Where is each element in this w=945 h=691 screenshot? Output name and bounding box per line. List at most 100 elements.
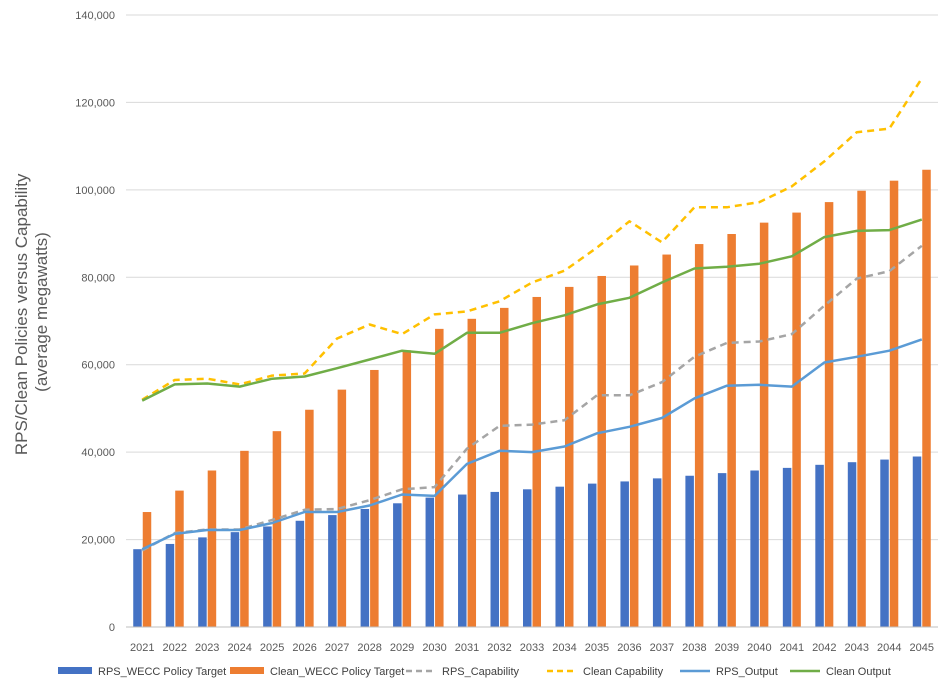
- bar-clean-policy-target: [142, 512, 152, 627]
- x-tick-label: 2021: [130, 642, 154, 654]
- bar-rps-policy-target: [652, 478, 662, 627]
- bar-clean-policy-target: [629, 265, 639, 627]
- series-line-clean-output: [141, 218, 923, 402]
- x-tick-label: 2045: [910, 642, 934, 654]
- bar-rps-policy-target: [425, 497, 435, 627]
- y-tick-label: 60,000: [81, 360, 115, 372]
- bar-clean-policy-target: [922, 169, 931, 627]
- bar-clean-policy-target: [824, 202, 834, 627]
- bar-rps-policy-target: [490, 491, 500, 627]
- x-tick-label: 2035: [585, 642, 609, 654]
- bar-clean-policy-target: [727, 234, 736, 627]
- bar-clean-policy-target: [662, 254, 671, 627]
- bar-rps-policy-target: [847, 462, 857, 627]
- x-tick-label: 2025: [260, 642, 284, 654]
- bar-rps-policy-target: [717, 473, 727, 627]
- bar-clean-policy-target: [305, 409, 314, 627]
- bar-clean-policy-target: [207, 470, 217, 627]
- legend-item: RPS_WECC Policy Target: [58, 666, 226, 678]
- y-axis-tick-labels: 0 20,000 40,000 60,000 80,000 100,000 120,000 1…: [75, 10, 115, 634]
- bar-clean-policy-target: [792, 212, 801, 628]
- x-tick-label: 2039: [715, 642, 739, 654]
- legend-item: RPS_Output: [680, 666, 778, 678]
- bar-clean-policy-target: [597, 275, 606, 627]
- y-tick-label: 80,000: [81, 272, 115, 284]
- bar-rps-policy-target: [620, 481, 629, 627]
- y-tick-label: 40,000: [81, 447, 115, 459]
- x-tick-label: 2031: [455, 642, 479, 654]
- x-tick-label: 2022: [162, 642, 186, 654]
- series-lines: [141, 77, 923, 552]
- bar-clean-policy-target: [759, 222, 769, 627]
- y-axis-label-line2: (average megawatts): [32, 232, 51, 392]
- y-tick-label: 120,000: [75, 97, 115, 109]
- y-tick-label: 140,000: [75, 10, 115, 22]
- y-axis-label: RPS/Clean Policies versus Capability (av…: [12, 169, 51, 455]
- x-tick-label: 2034: [552, 642, 576, 654]
- bar-rps-policy-target: [750, 470, 759, 627]
- y-axis-label-line1: RPS/Clean Policies versus Capability: [12, 173, 31, 455]
- bar-clean-policy-target: [467, 318, 477, 627]
- x-tick-label: 2036: [617, 642, 641, 654]
- bar-rps-policy-target: [328, 515, 337, 627]
- x-tick-label: 2024: [227, 642, 251, 654]
- x-tick-label: 2042: [812, 642, 836, 654]
- x-tick-label: 2044: [877, 642, 901, 654]
- bar-clean-policy-target: [889, 180, 899, 628]
- bar-rps-policy-target: [587, 483, 597, 627]
- y-tick-label: 0: [109, 622, 115, 634]
- legend-label: RPS_Capability: [442, 666, 520, 678]
- x-tick-label: 2026: [292, 642, 316, 654]
- legend-item: RPS_Capability: [406, 666, 520, 678]
- x-tick-label: 2038: [682, 642, 706, 654]
- bar-rps-policy-target: [523, 489, 532, 627]
- x-axis-tick-labels: 2021 2022 2023 2024 2025 2026 2027 2028 2029 2030…: [130, 642, 934, 654]
- bar-clean-policy-target: [564, 286, 574, 627]
- bar-rps-policy-target: [263, 526, 272, 627]
- bar-rps-policy-target: [782, 467, 792, 627]
- series-line-rps-output: [141, 338, 923, 551]
- x-tick-label: 2043: [845, 642, 869, 654]
- bar-clean-policy-target: [500, 307, 509, 627]
- bar-clean-policy-target: [402, 350, 412, 627]
- bar-rps-policy-target: [685, 475, 694, 627]
- legend-label: RPS_WECC Policy Target: [98, 666, 226, 678]
- bar-rps-policy-target: [360, 508, 370, 627]
- bars: [133, 169, 931, 628]
- bar-rps-policy-target: [393, 503, 402, 627]
- x-tick-label: 2028: [357, 642, 381, 654]
- x-tick-label: 2030: [422, 642, 446, 654]
- bar-clean-policy-target: [857, 190, 866, 627]
- bar-rps-policy-target: [458, 494, 467, 627]
- bar-clean-policy-target: [175, 490, 184, 627]
- bar-rps-policy-target: [230, 532, 240, 627]
- y-tick-label: 20,000: [81, 535, 115, 547]
- x-tick-label: 2023: [195, 642, 219, 654]
- x-tick-label: 2027: [325, 642, 349, 654]
- bar-rps-policy-target: [133, 549, 142, 627]
- legend-label: Clean_WECC Policy Target: [270, 666, 404, 678]
- bar-rps-policy-target: [198, 537, 207, 627]
- legend-item: Clean Capability: [547, 666, 664, 678]
- bar-rps-policy-target: [165, 543, 175, 627]
- bar-rps-policy-target: [295, 520, 305, 627]
- legend-item: Clean_WECC Policy Target: [230, 666, 404, 678]
- legend-item: Clean Output: [790, 666, 891, 678]
- legend: RPS_WECC Policy Target Clean_WECC Policy …: [58, 666, 891, 678]
- series-line-rps-capability: [141, 244, 923, 552]
- x-tick-label: 2029: [390, 642, 414, 654]
- bar-clean-policy-target: [435, 328, 444, 627]
- gridlines: [126, 14, 938, 541]
- y-tick-label: 100,000: [75, 185, 115, 197]
- bar-rps-policy-target: [880, 459, 889, 627]
- legend-label: Clean Output: [826, 666, 891, 678]
- x-tick-label: 2032: [487, 642, 511, 654]
- x-tick-label: 2040: [747, 642, 771, 654]
- bar-clean-policy-target: [272, 431, 282, 627]
- legend-label: RPS_Output: [716, 666, 778, 678]
- legend-label: Clean Capability: [583, 666, 664, 678]
- x-tick-label: 2041: [780, 642, 804, 654]
- bar-clean-policy-target: [694, 244, 704, 627]
- x-tick-label: 2037: [650, 642, 674, 654]
